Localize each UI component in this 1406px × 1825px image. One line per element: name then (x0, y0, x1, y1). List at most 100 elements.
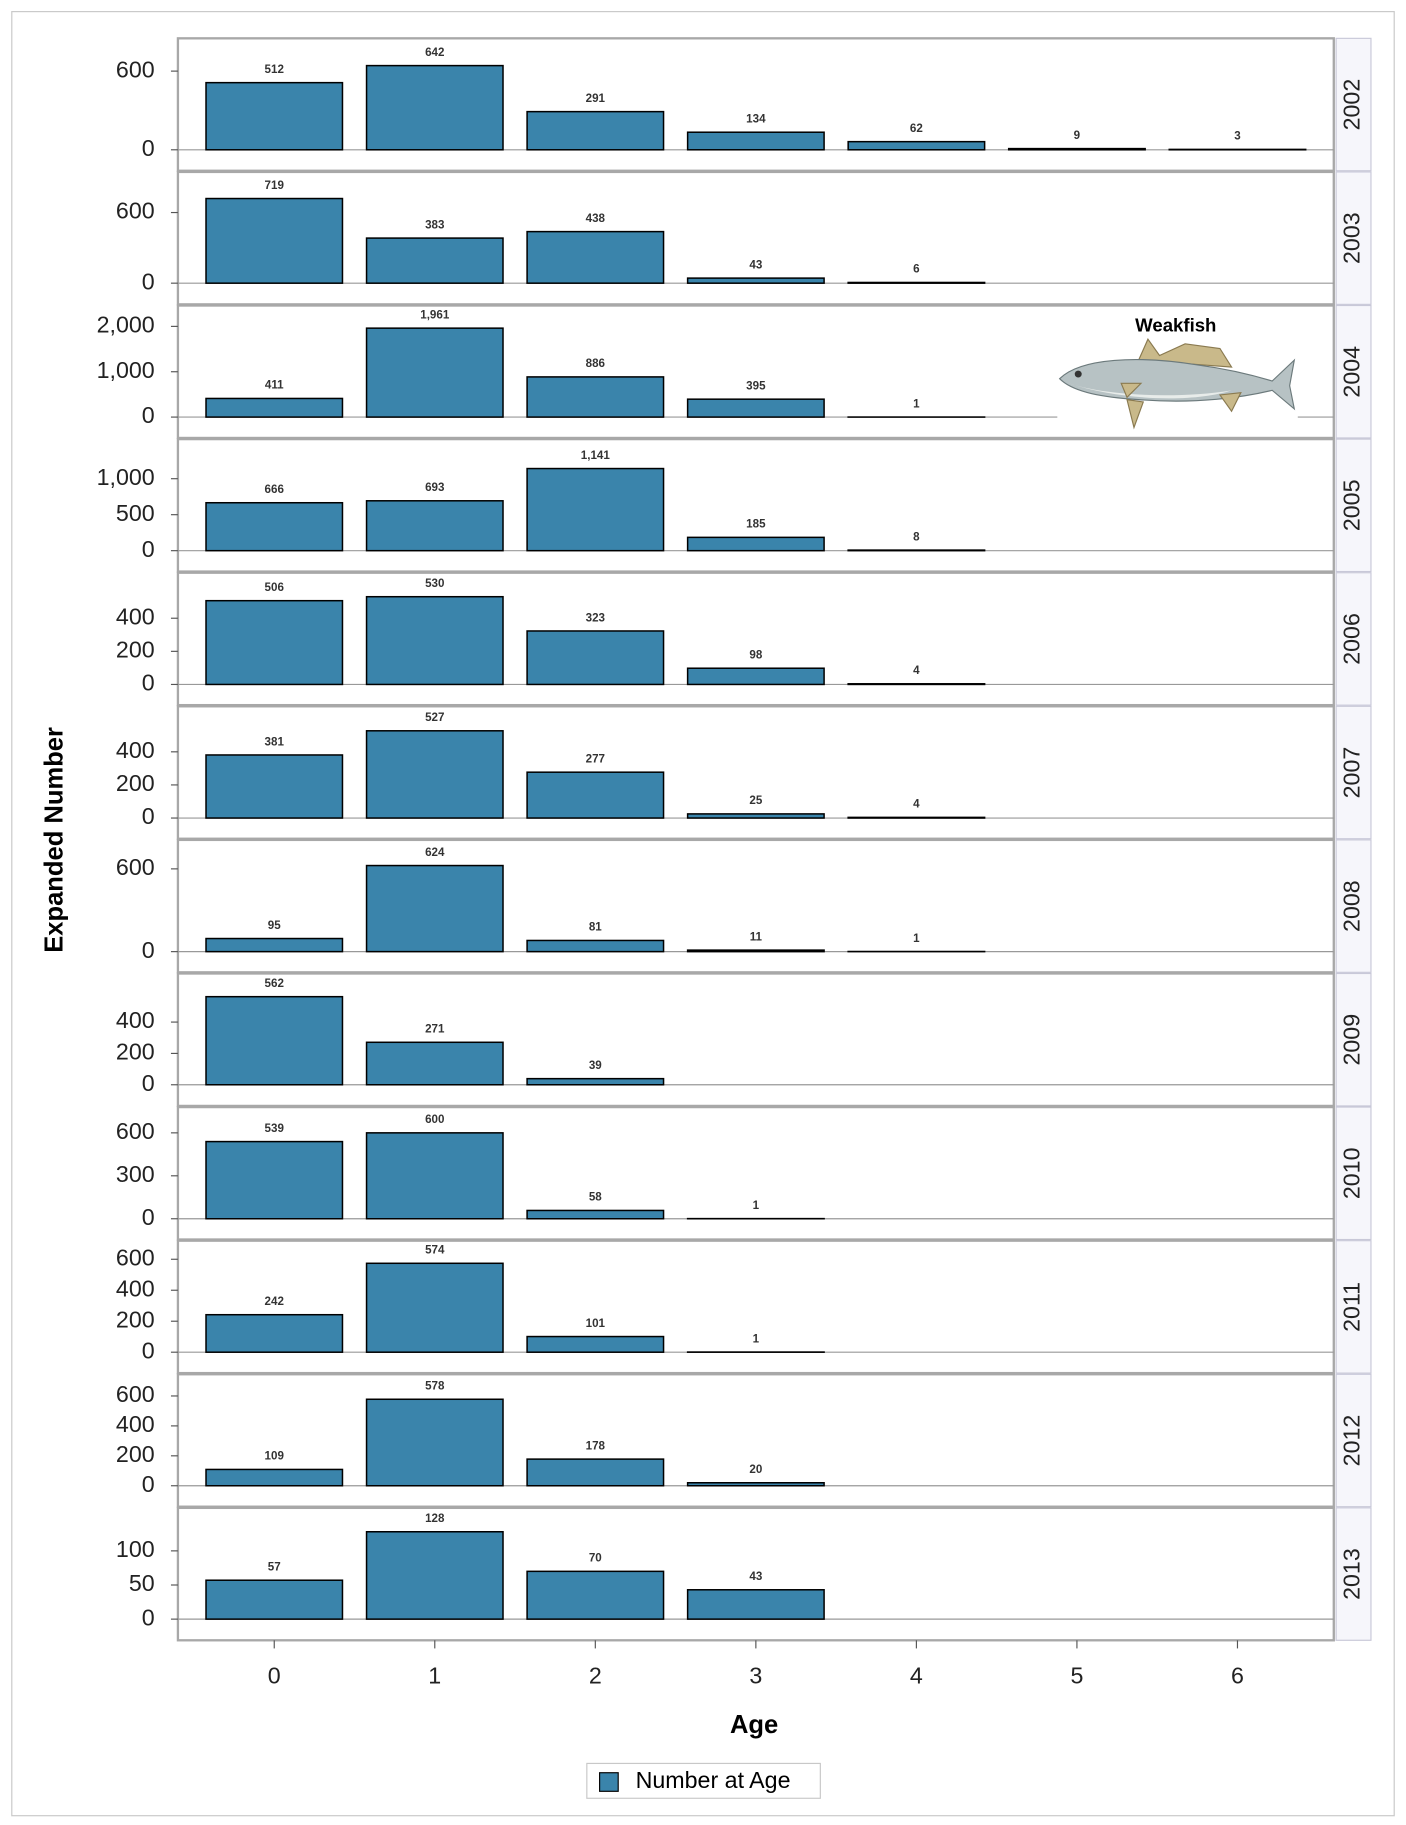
fish-fins (1120, 382, 1242, 430)
value-label: 395 (746, 379, 766, 392)
panel-label: 2010 (1339, 1147, 1365, 1199)
panel-label: 2012 (1339, 1415, 1365, 1467)
value-label: 323 (586, 611, 606, 624)
panel-label: 2005 (1339, 480, 1365, 532)
panel-frame (176, 972, 1335, 1108)
x-tick-label: 6 (1231, 1663, 1244, 1689)
strip (1335, 1106, 1372, 1241)
value-label: 128 (425, 1512, 445, 1525)
value-label: 8 (913, 530, 920, 543)
legend-swatch (599, 1772, 619, 1792)
value-label: 43 (749, 1570, 762, 1583)
value-label: 666 (265, 483, 285, 496)
y-tick-label: 2,000 (97, 312, 155, 338)
bar (526, 939, 665, 953)
panel-frame (176, 1373, 1335, 1508)
bar (526, 1570, 665, 1620)
y-tick-label: 1,000 (97, 357, 155, 383)
value-label: 539 (265, 1122, 285, 1135)
value-label: 1,141 (581, 449, 611, 462)
x-tick-label: 2 (589, 1663, 602, 1689)
y-tick-label: 600 (116, 854, 155, 880)
x-tick-label: 5 (1070, 1663, 1083, 1689)
value-label: 178 (586, 1439, 606, 1452)
y-tick-label: 0 (142, 1337, 155, 1363)
panel-label: 2008 (1339, 880, 1365, 932)
bar (205, 1140, 344, 1220)
value-label: 383 (425, 218, 445, 231)
value-label: 574 (425, 1244, 445, 1257)
y-tick-label: 600 (116, 56, 155, 82)
x-axis-label: Age (730, 1711, 778, 1739)
y-tick-label: 1,000 (97, 464, 155, 490)
bar (365, 1262, 504, 1353)
bar (686, 131, 825, 151)
value-label: 438 (586, 212, 606, 225)
y-tick-label: 200 (116, 1441, 155, 1467)
strip (1335, 438, 1372, 573)
y-tick-label: 600 (116, 1118, 155, 1144)
bar (686, 813, 825, 819)
y-tick-label: 0 (142, 1070, 155, 1096)
bar (686, 277, 825, 284)
y-tick-label: 400 (116, 737, 155, 763)
value-label: 886 (586, 357, 606, 370)
value-label: 527 (425, 711, 444, 724)
bar (686, 1589, 825, 1620)
bar (526, 630, 665, 686)
value-label: 4 (913, 798, 920, 811)
panel-frame (176, 705, 1335, 840)
y-axis-label: Expanded Number (41, 727, 69, 953)
y-tick-label: 200 (116, 770, 155, 796)
y-tick-label: 0 (142, 670, 155, 696)
value-label: 39 (589, 1059, 602, 1072)
strip (1335, 972, 1372, 1107)
bar (205, 995, 344, 1086)
bar (365, 595, 504, 686)
legend-label: Number at Age (636, 1767, 791, 1793)
bar (205, 754, 344, 819)
y-tick-label: 400 (116, 1007, 155, 1033)
y-tick-label: 0 (142, 268, 155, 294)
bar (205, 1313, 344, 1353)
bar (847, 281, 986, 284)
fish-eye (1074, 370, 1082, 378)
value-label: 58 (589, 1191, 602, 1204)
bar (365, 327, 504, 418)
y-tick-label: 400 (116, 1411, 155, 1437)
value-label: 277 (586, 752, 605, 765)
bar (847, 549, 986, 552)
bar (686, 949, 825, 953)
y-tick-label: 0 (142, 536, 155, 562)
panel-label: 2006 (1339, 613, 1365, 665)
strip (1335, 304, 1372, 439)
bar (686, 1482, 825, 1487)
bar (847, 140, 986, 151)
panel-label: 2007 (1339, 747, 1365, 799)
panel-frame (176, 571, 1335, 707)
panel-label: 2003 (1339, 212, 1365, 264)
bar (526, 1335, 665, 1353)
bar (365, 237, 504, 284)
bar (847, 816, 986, 819)
value-label: 242 (265, 1295, 284, 1308)
panel-label: 2009 (1339, 1014, 1365, 1066)
bar (365, 64, 504, 151)
annotation: Weakfish (1135, 314, 1216, 335)
strip (1335, 37, 1372, 172)
y-tick-label: 500 (116, 500, 155, 526)
panel-frame (176, 1239, 1335, 1375)
y-tick-label: 100 (116, 1536, 155, 1562)
value-label: 411 (265, 379, 284, 392)
panel-label: 2011 (1339, 1282, 1365, 1332)
value-label: 25 (749, 794, 762, 807)
y-tick-label: 200 (116, 1306, 155, 1332)
y-tick-label: 0 (142, 1604, 155, 1630)
value-label: 271 (425, 1023, 445, 1036)
strip (1335, 705, 1372, 840)
y-tick-label: 0 (142, 1204, 155, 1230)
value-label: 600 (425, 1113, 444, 1126)
value-label: 70 (589, 1552, 602, 1565)
value-label: 81 (589, 921, 602, 934)
fish-illustration (1057, 327, 1298, 430)
